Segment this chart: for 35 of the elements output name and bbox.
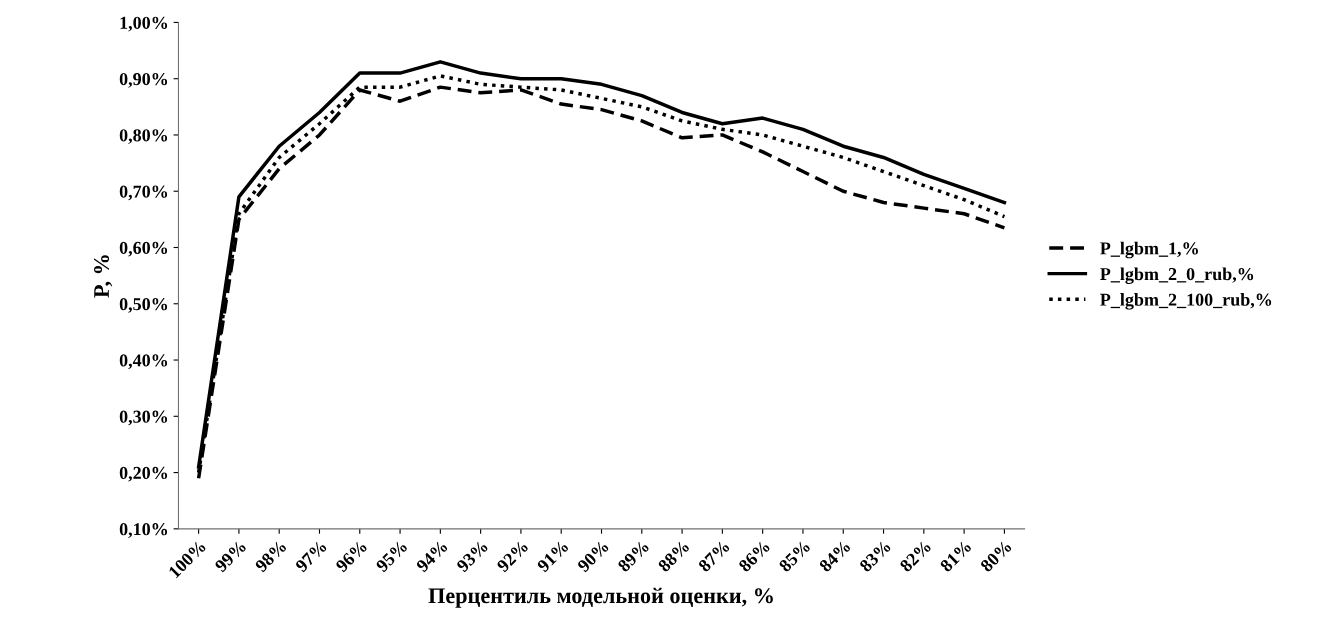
x-tick-label: 84% [818,540,852,573]
x-tick-label: 83% [858,540,892,573]
legend-label: P_lgbm_1,% [1100,241,1198,259]
y-tick-label: 0,90% [119,72,168,88]
x-tick-label: 92% [496,540,529,573]
y-tick-label: 0,60% [119,241,168,257]
x-tick-label: 95% [375,540,408,573]
y-tick-label: 1,00% [120,16,168,32]
y-tick-label: 0,30% [119,410,168,426]
x-tick-label: 85% [778,540,811,573]
legend-label: P_lgbm_2_100_rub,% [1100,293,1272,310]
x-tick-label: 97% [294,540,328,573]
x-tick-label: 80% [979,540,1013,573]
y-tick-label: 0,10% [119,523,168,538]
x-tick-label: 99% [214,540,247,573]
y-tick-label: 0,40% [119,354,168,370]
x-tick-label: 89% [617,540,650,573]
y-tick-label: 0,80% [119,129,168,145]
y-tick-label: 0,70% [119,185,168,201]
x-tick-label: 98% [254,540,288,573]
x-tick-label: 82% [899,540,932,573]
x-axis-title: Перцентиль модельной оценки, % [428,587,773,608]
x-tick-label: 86% [737,540,771,573]
x-tick-label: 91% [536,540,570,573]
x-tick-label: 90% [576,540,610,573]
x-tick-label: 87% [697,540,731,573]
x-tick-label: 94% [415,540,449,573]
x-tick-label: 88% [657,540,690,573]
x-tick-label: 81% [939,540,972,573]
y-axis-title: P, % [94,255,113,298]
x-tick-label: 93% [455,540,489,573]
y-tick-label: 0,20% [119,466,168,482]
y-tick-label: 0,50% [119,298,168,313]
legend-label: P_lgbm_2_0_rub,% [1100,267,1254,284]
x-tick-label: 96% [334,540,368,573]
